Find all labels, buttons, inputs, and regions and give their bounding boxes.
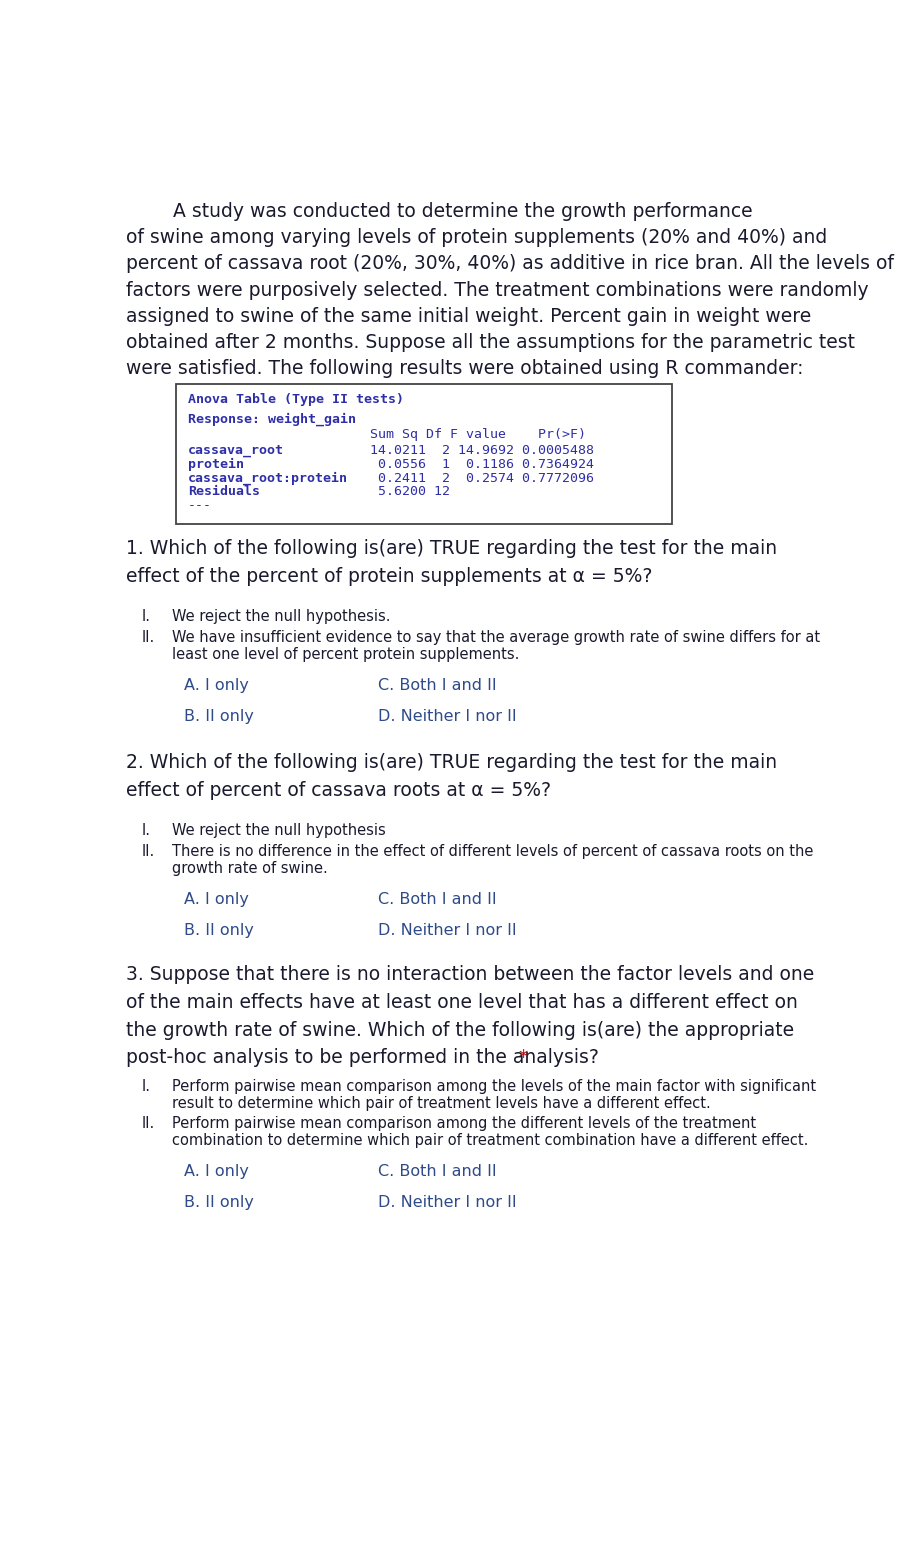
Text: D. Neither I nor II: D. Neither I nor II	[378, 923, 516, 938]
Text: B. II only: B. II only	[184, 708, 254, 724]
Text: 14.0211  2 14.9692 0.0005488: 14.0211 2 14.9692 0.0005488	[370, 444, 593, 457]
Text: result to determine which pair of treatment levels have a different effect.: result to determine which pair of treatm…	[173, 1096, 711, 1111]
Text: I.: I.	[142, 822, 151, 838]
Text: post-hoc analysis to be performed in the analysis?: post-hoc analysis to be performed in the…	[126, 1048, 599, 1068]
Text: of swine among varying levels of protein supplements (20% and 40%) and: of swine among varying levels of protein…	[126, 228, 827, 247]
Text: effect of the percent of protein supplements at α = 5%?: effect of the percent of protein supplem…	[126, 568, 652, 586]
Text: 2. Which of the following is(are) TRUE regarding the test for the main: 2. Which of the following is(are) TRUE r…	[126, 753, 777, 773]
Text: combination to determine which pair of treatment combination have a different ef: combination to determine which pair of t…	[173, 1133, 809, 1148]
Text: B. II only: B. II only	[184, 1194, 254, 1210]
Text: 3. Suppose that there is no interaction between the factor levels and one: 3. Suppose that there is no interaction …	[126, 966, 814, 984]
Text: Residuals: Residuals	[188, 486, 260, 498]
Text: Perform pairwise mean comparison among the levels of the main factor with signif: Perform pairwise mean comparison among t…	[173, 1079, 816, 1094]
Text: 0.2411  2  0.2574 0.7772096: 0.2411 2 0.2574 0.7772096	[370, 472, 593, 485]
Text: Sum Sq Df F value    Pr(>F): Sum Sq Df F value Pr(>F)	[370, 429, 586, 441]
Text: cassava_root: cassava_root	[188, 444, 284, 457]
Text: percent of cassava root (20%, 30%, 40%) as additive in rice bran. All the levels: percent of cassava root (20%, 30%, 40%) …	[126, 255, 894, 273]
Text: I.: I.	[142, 1079, 151, 1094]
Text: factors were purposively selected. The treatment combinations were randomly: factors were purposively selected. The t…	[126, 281, 868, 299]
Text: Response: weight_gain: Response: weight_gain	[188, 414, 356, 426]
Text: C. Both I and II: C. Both I and II	[378, 677, 497, 693]
Text: 1. Which of the following is(are) TRUE regarding the test for the main: 1. Which of the following is(are) TRUE r…	[126, 540, 777, 559]
Text: D. Neither I nor II: D. Neither I nor II	[378, 1194, 516, 1210]
Text: II.: II.	[142, 630, 154, 645]
Text: C. Both I and II: C. Both I and II	[378, 892, 497, 907]
Text: We reject the null hypothesis: We reject the null hypothesis	[173, 822, 386, 838]
Text: protein: protein	[188, 458, 244, 471]
Text: *: *	[513, 1048, 529, 1068]
Text: the growth rate of swine. Which of the following is(are) the appropriate: the growth rate of swine. Which of the f…	[126, 1020, 794, 1040]
Text: assigned to swine of the same initial weight. Percent gain in weight were: assigned to swine of the same initial we…	[126, 307, 811, 326]
Text: Anova Table (Type II tests): Anova Table (Type II tests)	[188, 393, 404, 406]
Text: B. II only: B. II only	[184, 923, 254, 938]
Text: 5.6200 12: 5.6200 12	[370, 486, 450, 498]
Text: A study was conducted to determine the growth performance: A study was conducted to determine the g…	[173, 202, 752, 221]
Text: Perform pairwise mean comparison among the different levels of the treatment: Perform pairwise mean comparison among t…	[173, 1116, 756, 1131]
Text: We reject the null hypothesis.: We reject the null hypothesis.	[173, 608, 391, 623]
Text: A. I only: A. I only	[184, 1163, 248, 1179]
Text: There is no difference in the effect of different levels of percent of cassava r: There is no difference in the effect of …	[173, 844, 813, 859]
Text: C. Both I and II: C. Both I and II	[378, 1163, 497, 1179]
Text: D. Neither I nor II: D. Neither I nor II	[378, 708, 516, 724]
Text: effect of percent of cassava roots at α = 5%?: effect of percent of cassava roots at α …	[126, 781, 551, 801]
Text: I.: I.	[142, 608, 151, 623]
Text: ---: ---	[188, 500, 212, 512]
Text: least one level of percent protein supplements.: least one level of percent protein suppl…	[173, 647, 519, 662]
Text: growth rate of swine.: growth rate of swine.	[173, 861, 328, 876]
Text: obtained after 2 months. Suppose all the assumptions for the parametric test: obtained after 2 months. Suppose all the…	[126, 333, 855, 352]
Text: were satisfied. The following results were obtained using R commander:: were satisfied. The following results we…	[126, 360, 803, 378]
FancyBboxPatch shape	[176, 384, 672, 525]
Text: II.: II.	[142, 844, 154, 859]
Text: cassava_root:protein: cassava_root:protein	[188, 472, 348, 485]
Text: 0.0556  1  0.1186 0.7364924: 0.0556 1 0.1186 0.7364924	[370, 458, 593, 471]
Text: of the main effects have at least one level that has a different effect on: of the main effects have at least one le…	[126, 992, 798, 1012]
Text: A. I only: A. I only	[184, 892, 248, 907]
Text: We have insufficient evidence to say that the average growth rate of swine diffe: We have insufficient evidence to say tha…	[173, 630, 821, 645]
Text: A. I only: A. I only	[184, 677, 248, 693]
Text: II.: II.	[142, 1116, 154, 1131]
